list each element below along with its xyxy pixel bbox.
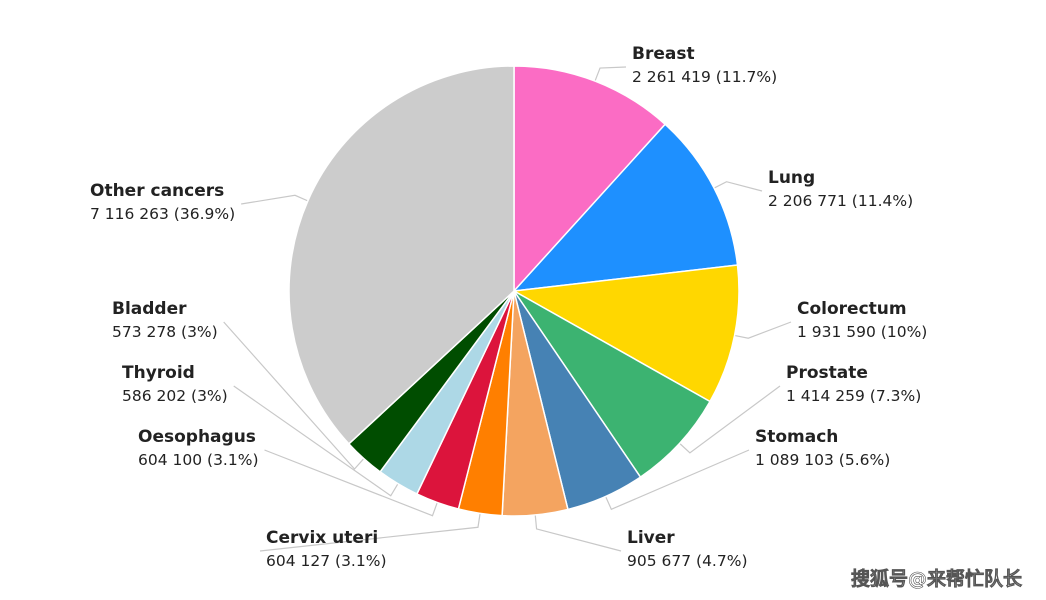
leader-line — [534, 510, 622, 552]
value-label: 586 202 (3%) — [122, 387, 228, 405]
value-label: 604 127 (3.1%) — [266, 552, 387, 570]
slice-label: Cervix uteri — [266, 528, 378, 548]
leader-line — [730, 321, 792, 339]
slice-label: Stomach — [755, 427, 838, 447]
slice-label: Oesophagus — [138, 427, 256, 447]
value-label: 1 931 590 (10%) — [797, 323, 927, 341]
leader-lines — [223, 66, 792, 552]
leader-line — [676, 385, 781, 454]
leader-line — [264, 449, 440, 517]
leader-line — [223, 321, 367, 470]
slice-label: Colorectum — [797, 299, 907, 319]
pie-slice — [511, 264, 740, 403]
leader-line — [592, 66, 627, 86]
value-label: 905 677 (4.7%) — [627, 552, 748, 570]
slice-label: Thyroid — [122, 363, 195, 383]
value-label: 2 261 419 (11.7%) — [632, 68, 777, 86]
slice-label: Prostate — [786, 363, 868, 383]
pie-slice — [288, 65, 515, 445]
watermark: 搜狐号@来帮忙队长 — [851, 567, 1023, 590]
pie-slice — [512, 123, 739, 292]
value-label: 1 089 103 (5.6%) — [755, 451, 890, 469]
leader-line — [241, 194, 312, 205]
slice-label: Lung — [768, 168, 815, 188]
slice-label: Other cancers — [90, 181, 224, 201]
pie-slice — [513, 65, 667, 293]
value-label: 1 414 259 (7.3%) — [786, 387, 921, 405]
slice-label: Bladder — [112, 299, 187, 319]
value-label: 7 116 263 (36.9%) — [90, 205, 235, 223]
value-label: 573 278 (3%) — [112, 323, 218, 341]
leader-line — [710, 181, 763, 192]
slice-label: Liver — [627, 528, 675, 548]
value-label: 2 206 771 (11.4%) — [768, 192, 913, 210]
slice-label: Breast — [632, 44, 695, 64]
leader-line — [259, 509, 482, 552]
value-label: 604 100 (3.1%) — [138, 451, 259, 469]
leader-line — [603, 449, 750, 511]
pie-slice — [513, 290, 712, 479]
leader-line — [233, 385, 401, 497]
